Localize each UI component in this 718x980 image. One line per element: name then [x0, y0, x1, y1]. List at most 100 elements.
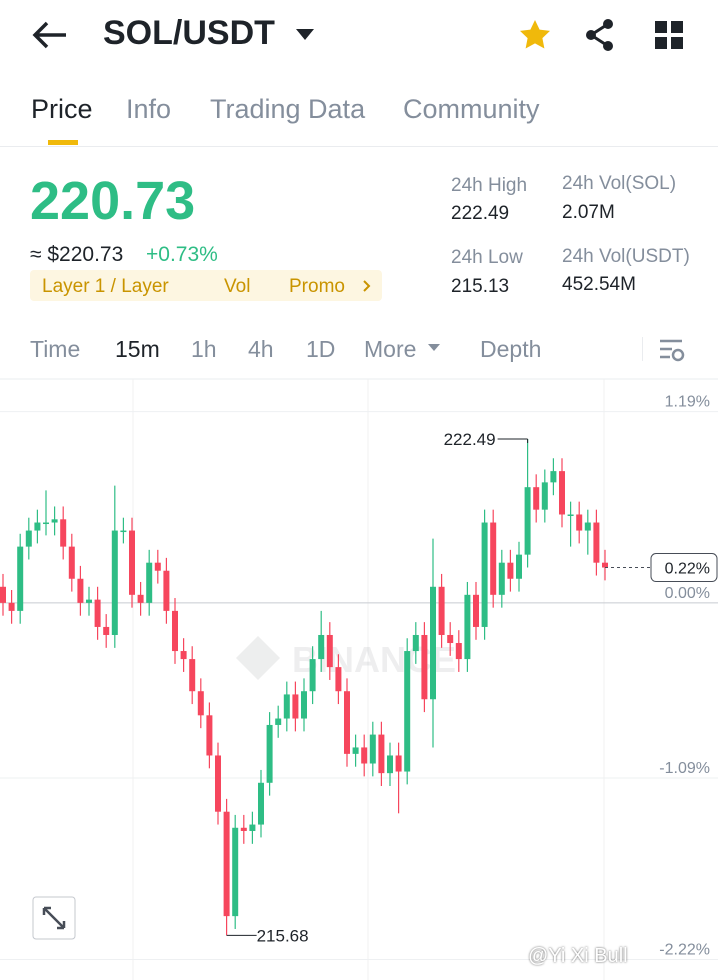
- divider: [642, 337, 643, 361]
- interval[interactable]: 1h: [191, 336, 217, 362]
- candle-body: [180, 651, 187, 660]
- stat-label: 24h Vol(SOL): [562, 173, 677, 194]
- candle-body: [344, 691, 350, 754]
- candle-body: [473, 594, 479, 627]
- candle-body: [129, 530, 135, 595]
- candle-body: [352, 747, 359, 754]
- share-button[interactable]: [583, 18, 617, 52]
- tag[interactable]: Layer 1 / Layer: [42, 276, 169, 297]
- candle-body: [68, 546, 75, 579]
- candle-body: [154, 562, 161, 571]
- candle-body: [232, 827, 239, 917]
- candle-body: [43, 522, 49, 525]
- y-tick-label: 1.19%: [665, 394, 710, 411]
- y-tick-label: -2.22%: [659, 942, 710, 959]
- tab[interactable]: Info: [126, 94, 172, 124]
- tag[interactable]: Vol: [224, 276, 251, 297]
- candle-body: [593, 522, 600, 563]
- candle-body: [215, 755, 221, 812]
- candle-body: [292, 694, 299, 719]
- interval[interactable]: 15m: [115, 336, 160, 362]
- candle-body: [524, 487, 531, 555]
- stat-label: 24h High: [451, 175, 528, 196]
- candle-body: [172, 610, 178, 652]
- candle-body: [567, 514, 574, 516]
- favorite-star[interactable]: [518, 18, 552, 52]
- candle-body: [533, 487, 540, 510]
- candle-body: [378, 734, 385, 774]
- candle-body: [77, 578, 84, 603]
- candle-body: [34, 522, 41, 531]
- price-change: +0.73%: [146, 243, 218, 266]
- tab[interactable]: Community: [403, 94, 540, 124]
- candle-body: [490, 522, 497, 595]
- tab[interactable]: Trading Data: [210, 94, 366, 124]
- candle-body: [266, 724, 273, 783]
- candle-body: [387, 755, 393, 774]
- interval[interactable]: Depth: [480, 336, 542, 362]
- candle-body: [163, 570, 170, 611]
- divider: [0, 146, 718, 147]
- candle-body: [404, 651, 411, 772]
- candle-body: [421, 634, 428, 700]
- back-button[interactable]: [30, 18, 70, 52]
- interval[interactable]: Time: [30, 336, 81, 362]
- candle-body: [498, 562, 505, 595]
- candle-body: [447, 634, 454, 644]
- candle-body: [369, 734, 376, 764]
- fiat-price: ≈ $220.73: [30, 243, 124, 266]
- candle-body: [335, 667, 342, 692]
- candle-body: [60, 519, 67, 547]
- candle-body: [507, 562, 514, 579]
- fullscreen-button[interactable]: [32, 896, 76, 940]
- candle-body: [8, 602, 15, 611]
- candle-body: [361, 747, 368, 764]
- candle-body: [240, 827, 247, 831]
- chart-settings[interactable]: [658, 337, 686, 363]
- pair-dropdown[interactable]: [294, 26, 316, 42]
- candle-body: [103, 626, 110, 635]
- pair-title[interactable]: SOL/USDT: [103, 14, 275, 52]
- y-tick-label: 0.00%: [665, 585, 710, 602]
- candle-body: [430, 586, 436, 700]
- annotation-label: 222.49: [444, 430, 496, 449]
- credit-watermark: @Yi Xi Bull: [528, 945, 628, 967]
- interval[interactable]: 4h: [248, 336, 274, 362]
- candle-body: [86, 599, 92, 603]
- candle-body: [25, 530, 32, 547]
- candle-body: [120, 530, 127, 533]
- candle-body: [481, 522, 488, 627]
- candle-body: [137, 594, 144, 603]
- candle-body: [602, 562, 608, 568]
- candle-body: [94, 599, 101, 627]
- tag-arrow: [363, 280, 371, 292]
- stat-value: 2.07M: [562, 202, 615, 223]
- interval[interactable]: 1D: [306, 336, 336, 362]
- interval[interactable]: More: [364, 336, 417, 362]
- candle-body: [283, 694, 290, 719]
- tag[interactable]: Promo: [289, 276, 345, 297]
- watermark-logo: [236, 636, 280, 680]
- candle-body: [17, 546, 24, 611]
- candle-body: [550, 471, 557, 483]
- menu-grid[interactable]: [655, 21, 685, 51]
- stat-value: 215.13: [451, 276, 510, 297]
- last-price-label: 0.22%: [665, 561, 710, 578]
- candle-body: [223, 811, 230, 917]
- y-tick-label: -1.09%: [659, 760, 710, 777]
- tag-bar[interactable]: [30, 270, 382, 301]
- stat-label: 24h Vol(USDT): [562, 246, 690, 267]
- candle-body: [197, 691, 204, 716]
- candle-body: [249, 824, 256, 831]
- candle-body: [326, 634, 333, 668]
- candle-body: [111, 530, 118, 635]
- candle-body: [438, 586, 445, 635]
- candle-body: [559, 471, 565, 515]
- stat-label: 24h Low: [451, 247, 523, 268]
- tab[interactable]: Price: [31, 94, 93, 124]
- more-dropdown: [428, 344, 440, 351]
- last-price-box: [650, 553, 718, 583]
- candle-body: [51, 519, 58, 523]
